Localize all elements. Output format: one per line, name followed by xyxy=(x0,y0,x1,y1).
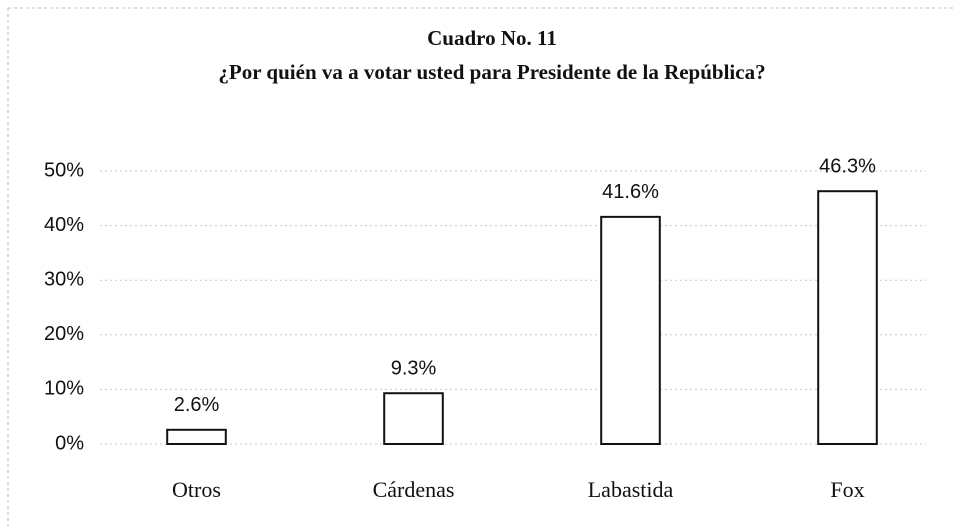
y-tick-label: 30% xyxy=(44,268,84,290)
value-label: 2.6% xyxy=(174,394,220,416)
value-label: 9.3% xyxy=(391,358,437,380)
bar xyxy=(600,215,661,445)
chart-title: Cuadro No. 11 xyxy=(427,26,557,50)
bar xyxy=(166,428,227,445)
x-tick-label: Fox xyxy=(830,477,864,502)
bar xyxy=(383,392,444,445)
value-label: 41.6% xyxy=(602,181,659,203)
chart-subtitle: ¿Por quién va a votar usted para Preside… xyxy=(218,60,765,84)
y-tick-label: 40% xyxy=(44,214,84,236)
y-tick-label: 10% xyxy=(44,378,84,400)
x-tick-label: Cárdenas xyxy=(373,477,455,502)
value-label: 46.3% xyxy=(819,155,876,177)
y-tick-label: 20% xyxy=(44,323,84,345)
y-tick-label: 50% xyxy=(44,159,84,181)
x-tick-label: Labastida xyxy=(588,477,674,502)
bar xyxy=(817,190,878,445)
y-tick-label: 0% xyxy=(55,432,84,454)
x-tick-label: Otros xyxy=(172,477,221,502)
